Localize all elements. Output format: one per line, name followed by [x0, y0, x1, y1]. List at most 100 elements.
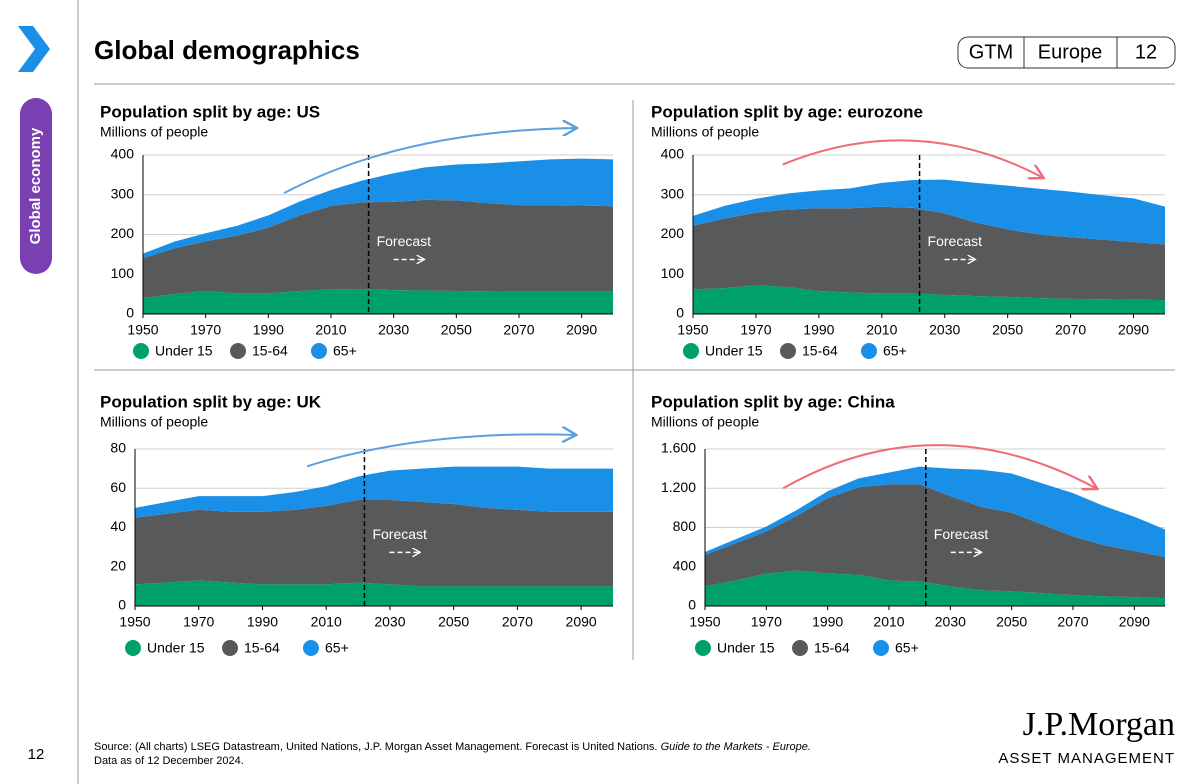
x-tick-label: 1970 — [190, 322, 221, 338]
x-tick-label: 1950 — [119, 614, 150, 630]
x-tick-label: 1950 — [677, 322, 708, 338]
area-band — [705, 466, 1165, 557]
chart-title: Population split by age: US — [100, 102, 320, 121]
area-band — [135, 580, 613, 606]
tag: 12 — [1135, 41, 1157, 63]
x-tick-label: 2010 — [315, 322, 346, 338]
x-tick-label: 1950 — [689, 614, 720, 630]
x-tick-label: 2030 — [374, 614, 405, 630]
trend-arrow — [283, 128, 575, 195]
forecast-label: Forecast — [372, 526, 427, 542]
chart-subtitle: Millions of people — [651, 414, 759, 430]
legend-swatch — [873, 640, 889, 656]
x-tick-label: 2070 — [502, 614, 533, 630]
slide-title: Global demographics — [94, 35, 360, 65]
chart: Population split by age: China Millions o… — [651, 392, 1165, 656]
x-tick-label: 1990 — [253, 322, 284, 338]
x-tick-label: 2030 — [935, 614, 966, 630]
legend-label: 65+ — [895, 640, 919, 656]
legend-label: 65+ — [333, 343, 357, 359]
legend-swatch — [695, 640, 711, 656]
legend-swatch — [683, 343, 699, 359]
chart-title: Population split by age: eurozone — [651, 102, 923, 121]
area-band — [143, 158, 613, 259]
y-tick-label: 200 — [111, 225, 135, 241]
logo-chevron — [18, 26, 50, 72]
tag: GTM — [969, 41, 1013, 63]
chart: Population split by age: US Millions of p… — [100, 102, 613, 359]
legend-swatch — [780, 343, 796, 359]
legend-swatch — [133, 343, 149, 359]
y-tick-label: 0 — [676, 305, 684, 321]
y-tick-label: 20 — [110, 557, 126, 573]
chart-subtitle: Millions of people — [100, 414, 208, 430]
area-band — [135, 466, 613, 518]
x-tick-label: 2090 — [566, 614, 597, 630]
section-pill — [20, 98, 52, 274]
section-label: Global economy — [27, 127, 44, 244]
area-band — [143, 288, 613, 314]
x-tick-label: 1970 — [740, 322, 771, 338]
x-tick-label: 2050 — [438, 614, 469, 630]
y-tick-label: 400 — [673, 557, 697, 573]
y-tick-label: 800 — [673, 518, 697, 534]
legend-label: Under 15 — [705, 343, 763, 359]
y-tick-label: 40 — [110, 518, 126, 534]
y-tick-label: 100 — [661, 265, 685, 281]
x-tick-label: 2050 — [441, 322, 472, 338]
chart: Population split by age: UK Millions of p… — [100, 392, 613, 656]
y-tick-label: 400 — [661, 146, 685, 162]
y-tick-label: 0 — [126, 305, 134, 321]
y-tick-label: 1.200 — [661, 479, 696, 495]
chart-title: Population split by age: UK — [100, 392, 322, 411]
footer-source: Source: (All charts) LSEG Datastream, Un… — [94, 741, 811, 753]
chart-title: Population split by age: China — [651, 392, 895, 411]
x-tick-label: 1970 — [183, 614, 214, 630]
x-tick-label: 2070 — [1057, 614, 1088, 630]
area-band — [693, 179, 1165, 245]
legend-label: 15-64 — [802, 343, 838, 359]
source-guide: Guide to the Markets - Europe. — [661, 741, 811, 753]
legend-label: 65+ — [325, 640, 349, 656]
legend-swatch — [792, 640, 808, 656]
trend-arrow — [782, 139, 1043, 177]
y-tick-label: 0 — [688, 597, 696, 613]
area-band — [693, 285, 1165, 314]
y-tick-label: 60 — [110, 479, 126, 495]
footer-date: Data as of 12 December 2024. — [94, 755, 244, 767]
area-band — [693, 206, 1165, 301]
tag: Europe — [1038, 41, 1103, 63]
chart-subtitle: Millions of people — [100, 124, 208, 140]
forecast-label: Forecast — [928, 233, 983, 249]
logo-sub: ASSET MANAGEMENT — [998, 750, 1175, 767]
legend-swatch — [125, 640, 141, 656]
legend-label: 15-64 — [244, 640, 280, 656]
legend-label: 15-64 — [814, 640, 850, 656]
x-tick-label: 2030 — [929, 322, 960, 338]
logo: J.P.Morgan — [1023, 706, 1175, 743]
legend-swatch — [861, 343, 877, 359]
y-tick-label: 0 — [118, 597, 126, 613]
chart-subtitle: Millions of people — [651, 124, 759, 140]
x-tick-label: 2050 — [996, 614, 1027, 630]
legend-label: Under 15 — [147, 640, 205, 656]
area-band — [143, 199, 613, 299]
y-tick-label: 400 — [111, 146, 135, 162]
x-tick-label: 2070 — [1055, 322, 1086, 338]
legend-swatch — [303, 640, 319, 656]
x-tick-label: 1990 — [803, 322, 834, 338]
trend-arrow — [782, 444, 1096, 488]
legend-swatch — [311, 343, 327, 359]
y-tick-label: 200 — [661, 225, 685, 241]
y-tick-label: 100 — [111, 265, 135, 281]
legend-swatch — [230, 343, 246, 359]
x-tick-label: 2010 — [873, 614, 904, 630]
x-tick-label: 1950 — [127, 322, 158, 338]
area-band — [135, 500, 613, 587]
chart: Population split by age: eurozone Million… — [651, 102, 1165, 359]
y-tick-label: 1.600 — [661, 440, 696, 456]
x-tick-label: 2030 — [378, 322, 409, 338]
area-band — [705, 484, 1165, 599]
legend-label: Under 15 — [155, 343, 213, 359]
